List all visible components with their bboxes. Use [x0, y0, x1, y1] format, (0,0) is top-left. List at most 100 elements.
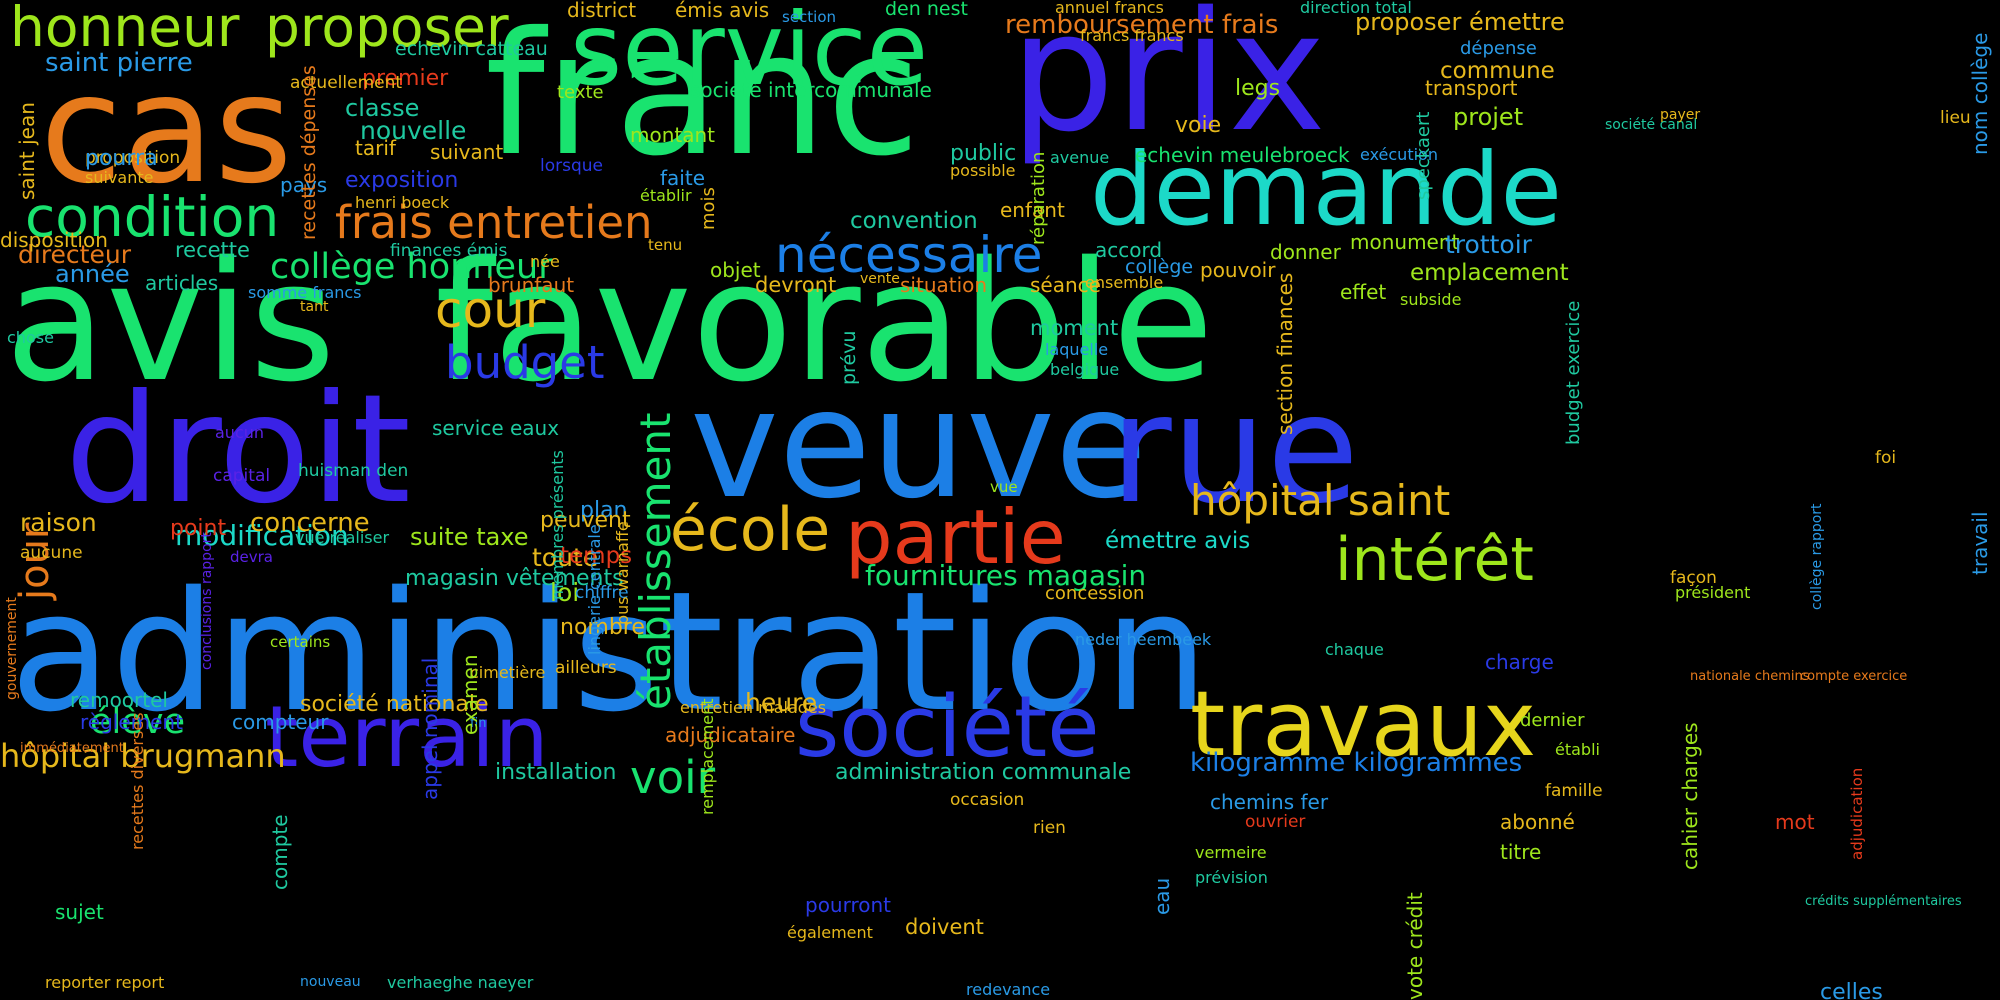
word-item: hôpital saint — [1190, 476, 1451, 525]
word-item: chaque — [1325, 640, 1384, 659]
word-item: commune — [1440, 58, 1555, 84]
word-item: magasin vêtements — [405, 566, 624, 591]
word-item: adjudicataire — [665, 723, 796, 747]
word-item: fin — [470, 716, 487, 731]
word-item: franc — [485, 0, 921, 194]
word-item: membres présents — [548, 450, 567, 600]
word-item: disposition — [0, 228, 108, 252]
word-item: occasion — [950, 790, 1025, 810]
word-item: prévision — [1195, 868, 1268, 887]
word-item: fournitures magasin — [865, 559, 1147, 592]
word-item: demande — [1090, 131, 1563, 248]
word-item: mois — [698, 187, 719, 230]
word-item: budget exercice — [1563, 300, 1584, 445]
word-item: compte — [268, 814, 292, 890]
word-item: peuvent — [540, 508, 631, 533]
word-item: nationale chemins — [1690, 669, 1810, 684]
word-item: exécution — [1360, 145, 1438, 164]
word-item: cour — [435, 281, 546, 339]
word-item: loi — [550, 578, 580, 607]
word-item: concerne — [250, 508, 370, 538]
word-item: exposition — [345, 168, 459, 193]
word-item: articles — [145, 271, 219, 295]
word-item: suivante — [85, 168, 154, 187]
word-item: société — [795, 678, 1100, 777]
word-item: compte exercice — [1800, 669, 1908, 684]
word-item: travail — [1968, 511, 1992, 575]
word-item: examen — [458, 654, 482, 735]
word-item: pouvoir — [1200, 258, 1276, 282]
word-item: immédiatement — [20, 741, 124, 756]
word-item: émettre avis — [1105, 528, 1251, 554]
word-item: établi — [1555, 740, 1600, 759]
word-item: district — [567, 0, 637, 22]
word-item: réparation — [1028, 151, 1049, 245]
word-item: annuel francs — [1055, 0, 1164, 17]
word-item: directeur — [18, 240, 131, 269]
word-item: bus warnaffe — [613, 521, 632, 625]
word-item: actuellement — [290, 73, 403, 93]
word-item: montant — [630, 123, 716, 147]
word-item: den nest — [885, 0, 968, 20]
word-item: née — [530, 252, 560, 271]
word-item: vue — [990, 478, 1018, 496]
word-item: vote crédit — [1403, 892, 1427, 1000]
word-item: saint jean — [15, 102, 39, 200]
word-item: convention — [850, 208, 978, 234]
word-item: celles — [1820, 980, 1883, 1000]
word-item: établir — [640, 186, 692, 205]
word-item: enfant — [1000, 198, 1065, 222]
word-item: ensemble — [1085, 273, 1164, 292]
word-item: remboursement frais — [1005, 10, 1279, 40]
word-item: nombre — [560, 615, 645, 640]
word-item: ailleurs — [555, 658, 617, 678]
word-item: charge — [1485, 650, 1554, 674]
word-item: legs — [1235, 76, 1281, 101]
word-item: gouvernement — [4, 597, 20, 700]
word-item: tenu — [648, 236, 683, 254]
word-item: concession — [1045, 583, 1145, 604]
word-item: toute — [532, 543, 599, 572]
word-item: service eaux — [432, 416, 560, 440]
word-item: faite — [660, 166, 705, 190]
word-item: collège rapport — [1809, 503, 1825, 610]
word-item: devra — [230, 548, 273, 566]
word-item: laquelle — [1045, 340, 1109, 359]
word-item: recettes diverses — [128, 712, 147, 850]
word-item: condition — [25, 185, 280, 249]
word-item: foi — [1875, 448, 1897, 468]
word-item: saint pierre — [45, 48, 193, 78]
word-item: henri boeck — [355, 193, 450, 212]
word-item: titre — [1500, 840, 1542, 864]
word-item: hôpital brugmann — [0, 737, 286, 775]
word-item: dernier — [1520, 710, 1585, 731]
word-item: favorable — [435, 226, 1214, 418]
word-item: eau — [1150, 877, 1174, 915]
word-item: redevance — [966, 980, 1051, 999]
word-item: tant — [300, 299, 329, 315]
word-item: belgique — [1050, 360, 1120, 379]
word-item: voie — [1175, 113, 1222, 138]
word-item: lorsque — [540, 156, 603, 176]
word-item: avenue — [1050, 148, 1110, 167]
word-item: projet — [1453, 103, 1524, 131]
word-item: remoortel — [70, 688, 168, 712]
word-item: aucun — [215, 423, 265, 442]
word-item: administration communale — [835, 760, 1132, 785]
word-item: devront — [755, 273, 837, 297]
word-item: proposition — [85, 148, 181, 168]
word-item: modification — [175, 519, 349, 552]
word-item: adjudication — [1848, 767, 1866, 860]
word-item: budget — [445, 336, 605, 389]
word-item: francs francs — [1080, 26, 1184, 45]
word-item: collège — [1125, 256, 1194, 278]
word-item: pourront — [805, 893, 892, 917]
word-item: payer — [1660, 107, 1701, 123]
word-item: lingerie centrale — [585, 524, 604, 655]
word-item: vermeire — [1195, 843, 1267, 862]
word-item: également — [787, 923, 873, 942]
word-item: nouveau — [300, 974, 361, 990]
word-item: reporter report — [45, 973, 165, 992]
word-item: ouvrier — [1245, 812, 1306, 832]
